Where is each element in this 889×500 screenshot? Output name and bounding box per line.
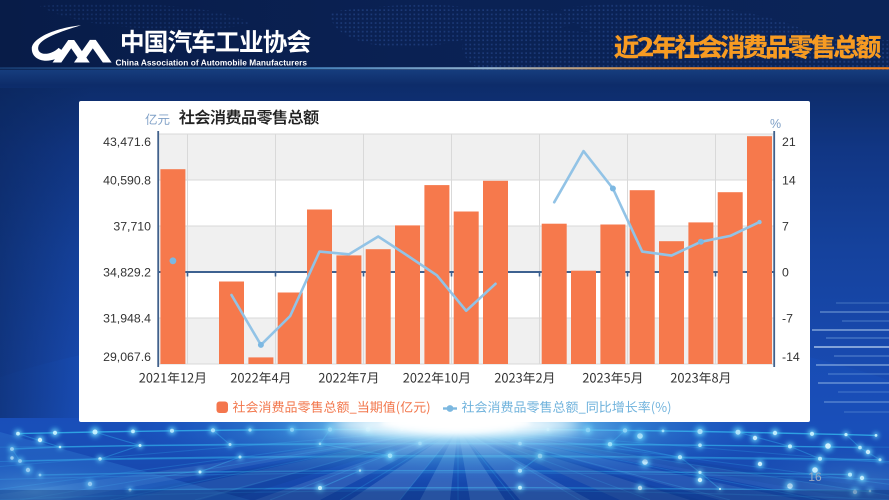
svg-text:16: 16 — [808, 470, 822, 484]
svg-text:China Association of Automobil: China Association of Automobile Manufact… — [116, 58, 308, 68]
svg-text:31,948.4: 31,948.4 — [103, 311, 151, 325]
svg-text:%: % — [770, 117, 781, 131]
svg-text:7: 7 — [782, 219, 789, 233]
svg-text:-14: -14 — [782, 350, 800, 364]
svg-text:14: 14 — [782, 173, 796, 187]
svg-text:29,067.6: 29,067.6 — [103, 350, 151, 364]
svg-text:43,471.6: 43,471.6 — [103, 135, 151, 149]
svg-text:34,829.2: 34,829.2 — [103, 265, 151, 279]
svg-text:21: 21 — [782, 135, 796, 149]
svg-text:40,590.8: 40,590.8 — [103, 173, 151, 187]
svg-text:37,710: 37,710 — [113, 219, 151, 233]
svg-text:-7: -7 — [782, 311, 793, 325]
svg-text:0: 0 — [782, 265, 789, 279]
